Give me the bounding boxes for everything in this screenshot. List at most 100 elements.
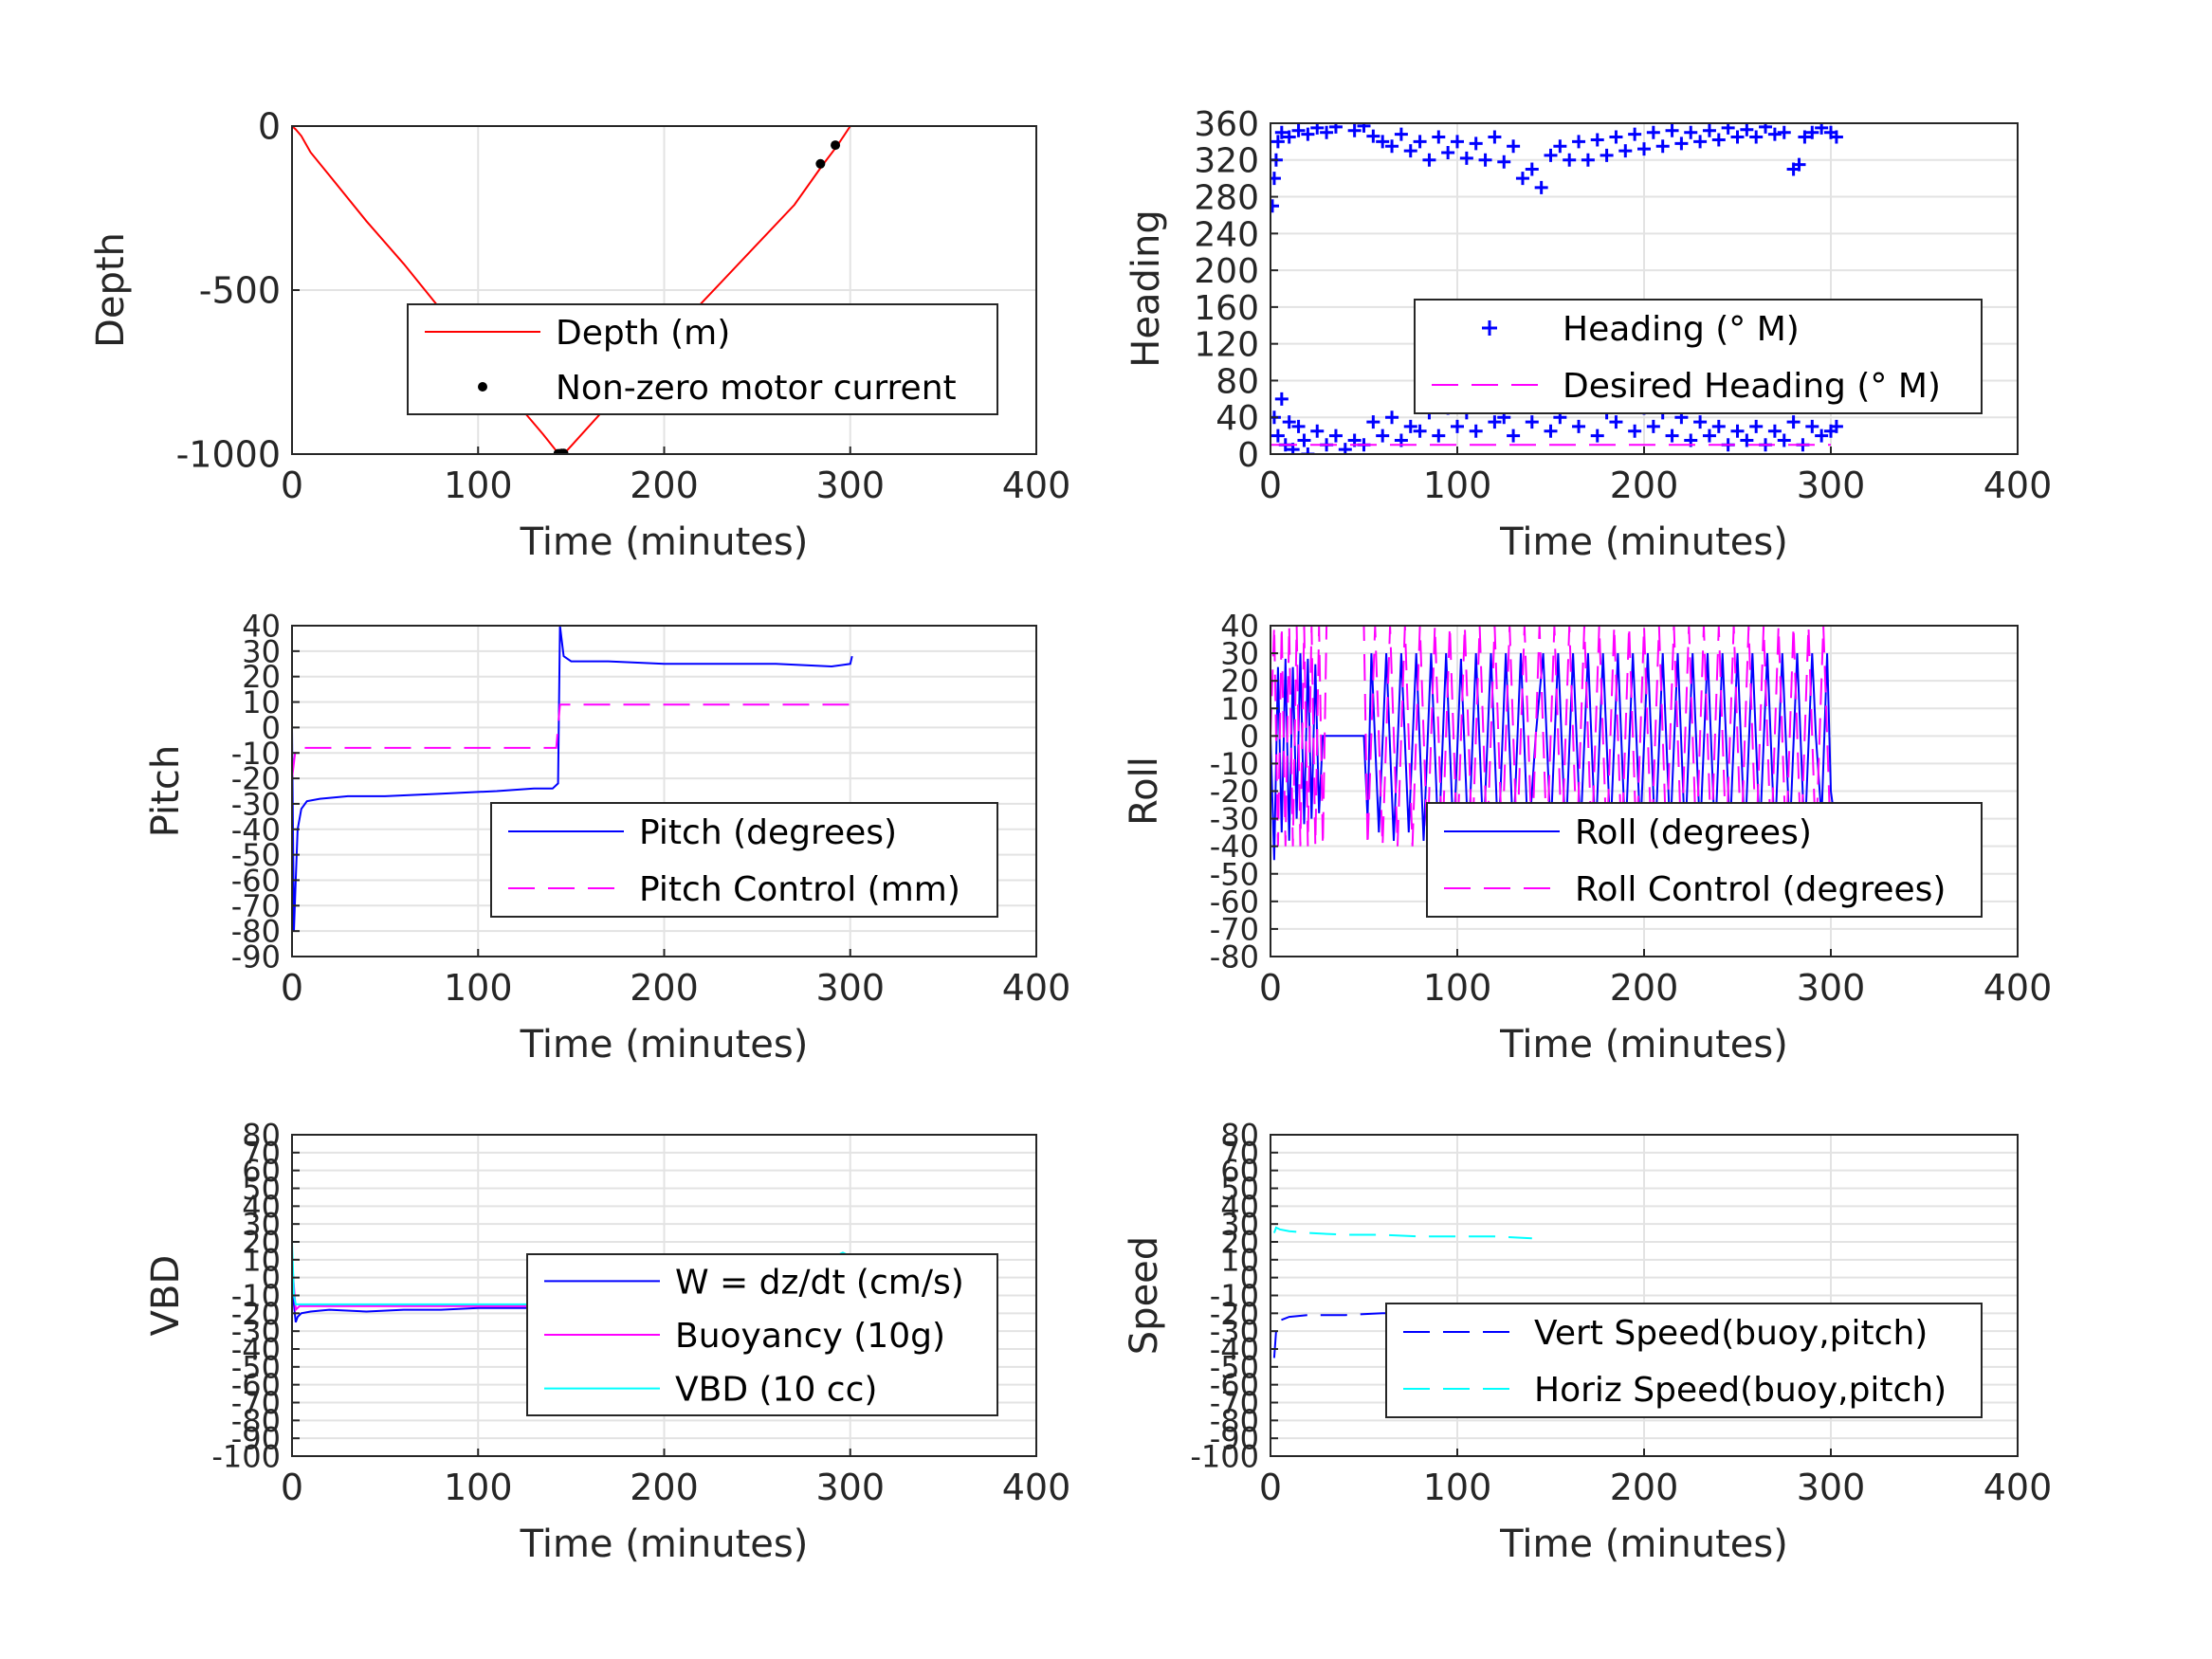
heading-marker bbox=[1792, 157, 1806, 172]
x-tick-label: 300 bbox=[815, 1467, 885, 1508]
legend-label: Non-zero motor current bbox=[556, 369, 957, 408]
heading-marker bbox=[1469, 424, 1483, 438]
heading-marker bbox=[1385, 139, 1399, 154]
x-tick-label: 200 bbox=[630, 465, 699, 506]
y-tick-label: 30 bbox=[1220, 1207, 1259, 1243]
series-layer bbox=[1272, 1226, 1532, 1358]
y-tick-label: 20 bbox=[242, 659, 281, 695]
legend-label: Pitch (degrees) bbox=[639, 813, 897, 852]
legend-label: Desired Heading (° M) bbox=[1563, 367, 1941, 406]
heading-marker bbox=[1459, 151, 1473, 165]
y-tick-label: -10 bbox=[231, 736, 281, 772]
heading-marker bbox=[1282, 130, 1296, 144]
x-tick-label: 0 bbox=[1259, 967, 1282, 1009]
legend-label: Roll Control (degrees) bbox=[1575, 870, 1946, 909]
heading-marker bbox=[1767, 424, 1782, 438]
heading-marker bbox=[1441, 146, 1455, 160]
panel-vbd: 0 100 200 300 400-100-90-80-70-60-50-40-30-2… bbox=[144, 1118, 1070, 1566]
heading-marker bbox=[1347, 123, 1362, 137]
heading-marker bbox=[1497, 155, 1511, 169]
heading-marker bbox=[1271, 135, 1285, 149]
heading-marker bbox=[1422, 153, 1436, 167]
y-tick-label: 10 bbox=[1220, 691, 1259, 727]
heading-marker bbox=[1403, 144, 1417, 158]
heading-marker bbox=[1301, 447, 1315, 454]
heading-marker bbox=[1271, 428, 1285, 443]
x-tick-label: 400 bbox=[1983, 465, 2053, 506]
y-tick-label: 30 bbox=[242, 633, 281, 669]
y-axis-label: VBD bbox=[144, 1255, 188, 1337]
y-tick-label: 80 bbox=[1216, 362, 1259, 401]
heading-marker bbox=[1271, 172, 1281, 186]
y-tick-label: -20 bbox=[1210, 774, 1259, 810]
x-tick-label: 100 bbox=[1423, 465, 1492, 506]
legend-label: Heading (° M) bbox=[1563, 310, 1800, 349]
x-axis-label: Time (minutes) bbox=[1499, 1522, 1788, 1566]
y-tick-label: -80 bbox=[231, 914, 281, 950]
heading-marker bbox=[1759, 123, 1773, 134]
y-tick-label: 120 bbox=[1194, 326, 1259, 365]
x-tick-label: 100 bbox=[444, 465, 513, 506]
legend-box bbox=[490, 802, 998, 918]
heading-marker bbox=[1609, 415, 1623, 429]
y-tick-label: -60 bbox=[231, 1367, 281, 1403]
legend: Heading (° M) Desired Heading (° M) bbox=[1414, 299, 1983, 414]
x-tick-label: 300 bbox=[1797, 465, 1866, 506]
y-tick-label: 0 bbox=[1240, 719, 1259, 755]
x-tick-label: 400 bbox=[1002, 1467, 1071, 1508]
heading-marker bbox=[1829, 419, 1843, 433]
heading-marker bbox=[1366, 129, 1380, 143]
x-tick-label: 200 bbox=[1610, 1467, 1679, 1508]
y-tick-label: -20 bbox=[231, 1296, 281, 1332]
heading-marker bbox=[1655, 139, 1670, 154]
heading-marker bbox=[1693, 415, 1708, 429]
x-tick-label: 300 bbox=[815, 465, 885, 506]
heading-marker bbox=[1488, 130, 1502, 144]
y-tick-label: -50 bbox=[1210, 856, 1259, 892]
heading-marker bbox=[1740, 123, 1754, 137]
legend: Vert Speed(buoy,pitch) Horiz Speed(buoy,p… bbox=[1385, 1303, 1983, 1418]
y-tick-label: 30 bbox=[1220, 636, 1259, 672]
heading-marker bbox=[1478, 153, 1492, 167]
heading-marker bbox=[1600, 148, 1614, 162]
y-tick-label: -1000 bbox=[176, 434, 281, 476]
y-tick-label: 280 bbox=[1194, 179, 1259, 218]
y-tick-label: -30 bbox=[1210, 801, 1259, 837]
heading-marker bbox=[1432, 428, 1446, 443]
x-tick-label: 300 bbox=[1797, 1467, 1866, 1508]
heading-marker bbox=[1297, 433, 1311, 447]
y-tick-label: -30 bbox=[231, 786, 281, 822]
y-tick-label: 0 bbox=[1240, 1260, 1259, 1296]
heading-marker bbox=[1749, 419, 1764, 433]
x-axis-label: Time (minutes) bbox=[520, 520, 809, 564]
x-axis-label: Time (minutes) bbox=[1499, 1023, 1788, 1066]
x-tick-label: 100 bbox=[1423, 1467, 1492, 1508]
y-tick-label: 40 bbox=[1220, 1189, 1259, 1225]
x-axis-label: Time (minutes) bbox=[520, 1023, 809, 1066]
x-tick-label: 100 bbox=[444, 1467, 513, 1508]
motor-current-dot bbox=[815, 158, 826, 169]
legend: Roll (degrees) Roll Control (degrees) bbox=[1426, 802, 1983, 918]
y-tick-label: 50 bbox=[242, 1171, 281, 1207]
y-axis-label: Roll bbox=[1123, 757, 1166, 826]
heading-marker bbox=[1310, 424, 1325, 438]
legend: Depth (m) Non-zero motor current bbox=[407, 303, 998, 415]
heading-marker bbox=[1328, 123, 1343, 134]
x-tick-label: 0 bbox=[281, 1467, 303, 1508]
y-tick-label: -100 bbox=[211, 1439, 281, 1475]
motor-current-dot bbox=[558, 448, 569, 454]
heading-marker bbox=[1376, 135, 1390, 149]
heading-marker bbox=[1320, 125, 1334, 139]
heading-marker bbox=[1618, 144, 1633, 158]
x-tick-label: 0 bbox=[281, 967, 303, 1009]
y-tick-label: -80 bbox=[1210, 939, 1259, 975]
y-tick-label: -70 bbox=[231, 1385, 281, 1421]
heading-marker bbox=[1488, 415, 1502, 429]
heading-marker bbox=[1646, 419, 1660, 433]
heading-marker bbox=[1274, 125, 1289, 139]
heading-marker bbox=[1581, 153, 1595, 167]
x-tick-label: 300 bbox=[1797, 967, 1866, 1009]
y-tick-label: -90 bbox=[231, 939, 281, 975]
heading-marker bbox=[1693, 135, 1708, 149]
